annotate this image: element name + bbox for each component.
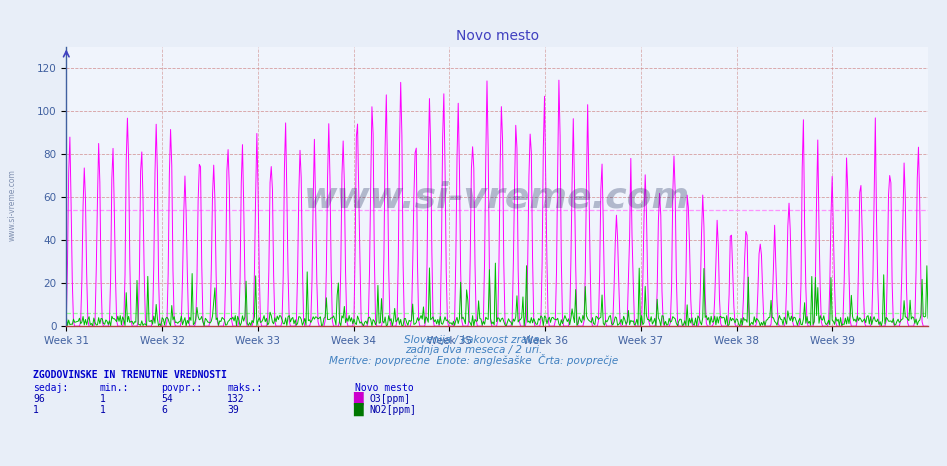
Text: www.si-vreme.com: www.si-vreme.com (304, 181, 690, 214)
Text: Novo mesto: Novo mesto (355, 383, 414, 392)
Text: Meritve: povprečne  Enote: anglešaške  Črta: povprečje: Meritve: povprečne Enote: anglešaške Črt… (329, 354, 618, 366)
Text: 1: 1 (99, 394, 105, 404)
Text: 54: 54 (161, 394, 172, 404)
Text: 6: 6 (161, 405, 167, 415)
Text: www.si-vreme.com: www.si-vreme.com (8, 169, 17, 241)
Text: ZGODOVINSKE IN TRENUTNE VREDNOSTI: ZGODOVINSKE IN TRENUTNE VREDNOSTI (33, 370, 227, 380)
Text: Slovenija / kakovost zraka,: Slovenija / kakovost zraka, (404, 335, 543, 344)
Text: O3[ppm]: O3[ppm] (369, 394, 410, 404)
Title: Novo mesto: Novo mesto (456, 28, 539, 43)
Text: maks.:: maks.: (227, 383, 262, 392)
Text: 132: 132 (227, 394, 245, 404)
Text: 39: 39 (227, 405, 239, 415)
Text: zadnja dva meseca / 2 uri.: zadnja dva meseca / 2 uri. (405, 345, 542, 355)
Text: min.:: min.: (99, 383, 129, 392)
Text: █: █ (353, 392, 363, 405)
Text: sedaj:: sedaj: (33, 383, 68, 392)
Text: 1: 1 (33, 405, 39, 415)
Text: povpr.:: povpr.: (161, 383, 202, 392)
Text: █: █ (353, 403, 363, 416)
Text: 96: 96 (33, 394, 45, 404)
Text: 1: 1 (99, 405, 105, 415)
Text: NO2[ppm]: NO2[ppm] (369, 405, 417, 415)
